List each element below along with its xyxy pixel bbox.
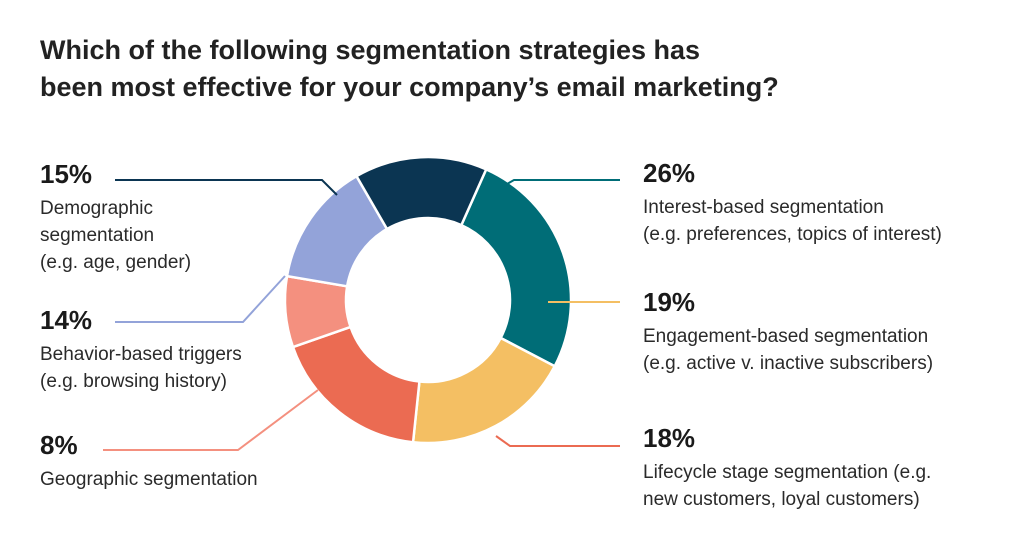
slice-description-line: Engagement-based segmentation <box>643 326 929 347</box>
chart-title: Which of the following segmentation stra… <box>40 32 940 106</box>
slice-value-label: 26% <box>643 158 696 188</box>
donut-slice-2 <box>411 336 557 445</box>
slice-value-label: 18% <box>643 423 696 453</box>
slice-description: Engagement-based segmentation (e.g. activ… <box>643 323 933 377</box>
slice-description: Lifecycle stage segmentation (e.g. new cu… <box>643 459 931 513</box>
donut-slice-3 <box>291 325 421 444</box>
slice-label-5: 14% Behavior-based triggers (e.g. browsing… <box>40 305 242 395</box>
leader-line-5 <box>115 275 286 323</box>
leader-line-1 <box>499 179 620 189</box>
leader-line-3 <box>495 435 620 447</box>
leader-lines <box>103 179 620 451</box>
leader-line-4 <box>103 389 319 451</box>
slice-description-line: (e.g. age, gender) <box>40 252 192 273</box>
slice-description-line: segmentation <box>40 225 155 246</box>
slice-description-line: new customers, loyal customers) <box>643 489 920 510</box>
slice-description-line: (e.g. browsing history) <box>40 371 227 392</box>
slice-label-2: 19% Engagement-based segmentation (e.g. ac… <box>643 287 933 377</box>
slice-label-1: 26% Interest-based segmentation (e.g. pref… <box>643 158 942 248</box>
slice-description-line: Demographic <box>40 198 153 219</box>
slice-description: Geographic segmentation <box>40 466 258 493</box>
slice-description-line: (e.g. active v. inactive subscribers) <box>643 353 934 374</box>
slice-description: Demographic segmentation (e.g. age, gender… <box>40 195 191 276</box>
slice-description-line: Interest-based segmentation <box>643 197 884 218</box>
chart-title-line-2: been most effective for your company’s e… <box>40 72 779 102</box>
slice-description: Behavior-based triggers (e.g. browsing hi… <box>40 341 242 395</box>
slice-description: Interest-based segmentation (e.g. prefere… <box>643 194 942 248</box>
slice-value-label: 8% <box>40 430 78 460</box>
slice-label-6: 15% Demographic segmentation (e.g. age, gen… <box>40 159 191 276</box>
leader-line-6 <box>115 179 338 196</box>
slice-value-label: 15% <box>40 159 93 189</box>
slice-label-4: 8% Geographic segmentation <box>40 430 258 493</box>
donut-slice-1 <box>459 167 573 368</box>
slice-description-line: (e.g. preferences, topics of interest) <box>643 224 942 245</box>
slice-label-3: 18% Lifecycle stage segmentation (e.g. new… <box>643 423 931 513</box>
slice-description-line: Geographic segmentation <box>40 469 258 490</box>
slice-description-line: Behavior-based triggers <box>40 344 242 365</box>
donut-slice-6 <box>354 155 488 231</box>
slice-value-label: 19% <box>643 287 696 317</box>
slice-description-line: Lifecycle stage segmentation (e.g. <box>643 462 932 483</box>
donut-slices <box>283 155 573 445</box>
slice-value-label: 14% <box>40 305 93 335</box>
chart-title-line-1: Which of the following segmentation stra… <box>40 35 701 65</box>
